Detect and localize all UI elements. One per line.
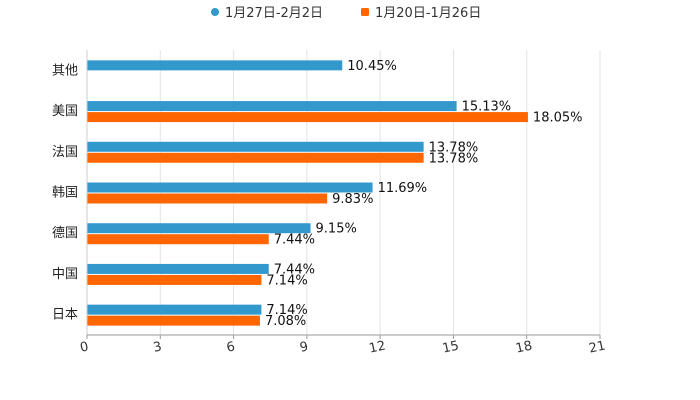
bar-1-7[interactable] (87, 304, 262, 315)
bar-1-5[interactable] (87, 223, 311, 234)
x-tick-label: 15 (441, 339, 460, 357)
bar-2-2[interactable] (87, 112, 528, 123)
category-label: 韩国 (52, 186, 78, 201)
legend-item-1[interactable]: 1月27日-2月2日 (211, 6, 323, 21)
data-label: 15.13% (462, 100, 512, 115)
bar-2-6[interactable] (87, 274, 262, 285)
bar-1-4[interactable] (87, 182, 373, 193)
legend-marker-1 (211, 8, 219, 16)
legend-label-2: 1月20日-1月26日 (375, 6, 481, 21)
legend-label-1: 1月27日-2月2日 (225, 6, 323, 21)
legend: 1月27日-2月2日 1月20日-1月26日 (211, 6, 481, 21)
axes: 0 3 6 9 12 15 18 21 (79, 50, 607, 357)
labels: 其他 10.45% 美国 15.13% 18.05% 法国 13.78%13.78% 韩国 11… (52, 59, 583, 329)
data-label: 11.69% (378, 181, 428, 196)
data-label: 10.45% (347, 59, 397, 74)
x-tick-label: 18 (514, 339, 533, 357)
x-tick-label: 6 (225, 339, 236, 355)
x-tick-label: 21 (588, 339, 607, 357)
x-tick-label: 0 (79, 339, 90, 355)
category-label: 日本 (52, 308, 78, 323)
category-label: 中国 (52, 267, 78, 282)
legend-marker-2 (361, 8, 369, 16)
data-label: 13.78% (429, 151, 479, 166)
data-label: 9.83% (332, 192, 373, 207)
bar-2-5[interactable] (87, 234, 269, 245)
category-label: 法国 (52, 145, 78, 160)
legend-item-2[interactable]: 1月20日-1月26日 (361, 6, 481, 21)
category-label: 其他 (52, 63, 78, 78)
x-tick-label: 9 (299, 339, 310, 355)
category-label: 美国 (52, 104, 78, 119)
x-tick-label: 3 (152, 339, 163, 355)
data-label: 13.78% (429, 140, 479, 155)
bars (87, 60, 528, 326)
bar-2-3[interactable] (87, 152, 424, 163)
data-label: 7.44% (274, 262, 315, 277)
bar-1-1[interactable] (87, 60, 343, 71)
bar-2-7[interactable] (87, 315, 260, 326)
bar-1-2[interactable] (87, 101, 457, 112)
data-label: 7.44% (274, 233, 315, 248)
data-label: 9.15% (316, 222, 357, 237)
data-label: 7.14% (266, 273, 307, 288)
bar-1-6[interactable] (87, 263, 269, 274)
bar-1-3[interactable] (87, 141, 424, 152)
data-label: 7.08% (265, 314, 306, 329)
category-label: 德国 (52, 226, 78, 241)
bar-2-4[interactable] (87, 193, 328, 204)
data-label: 7.14% (266, 303, 307, 318)
data-label: 18.05% (533, 111, 583, 126)
x-tick-label: 12 (368, 339, 387, 357)
